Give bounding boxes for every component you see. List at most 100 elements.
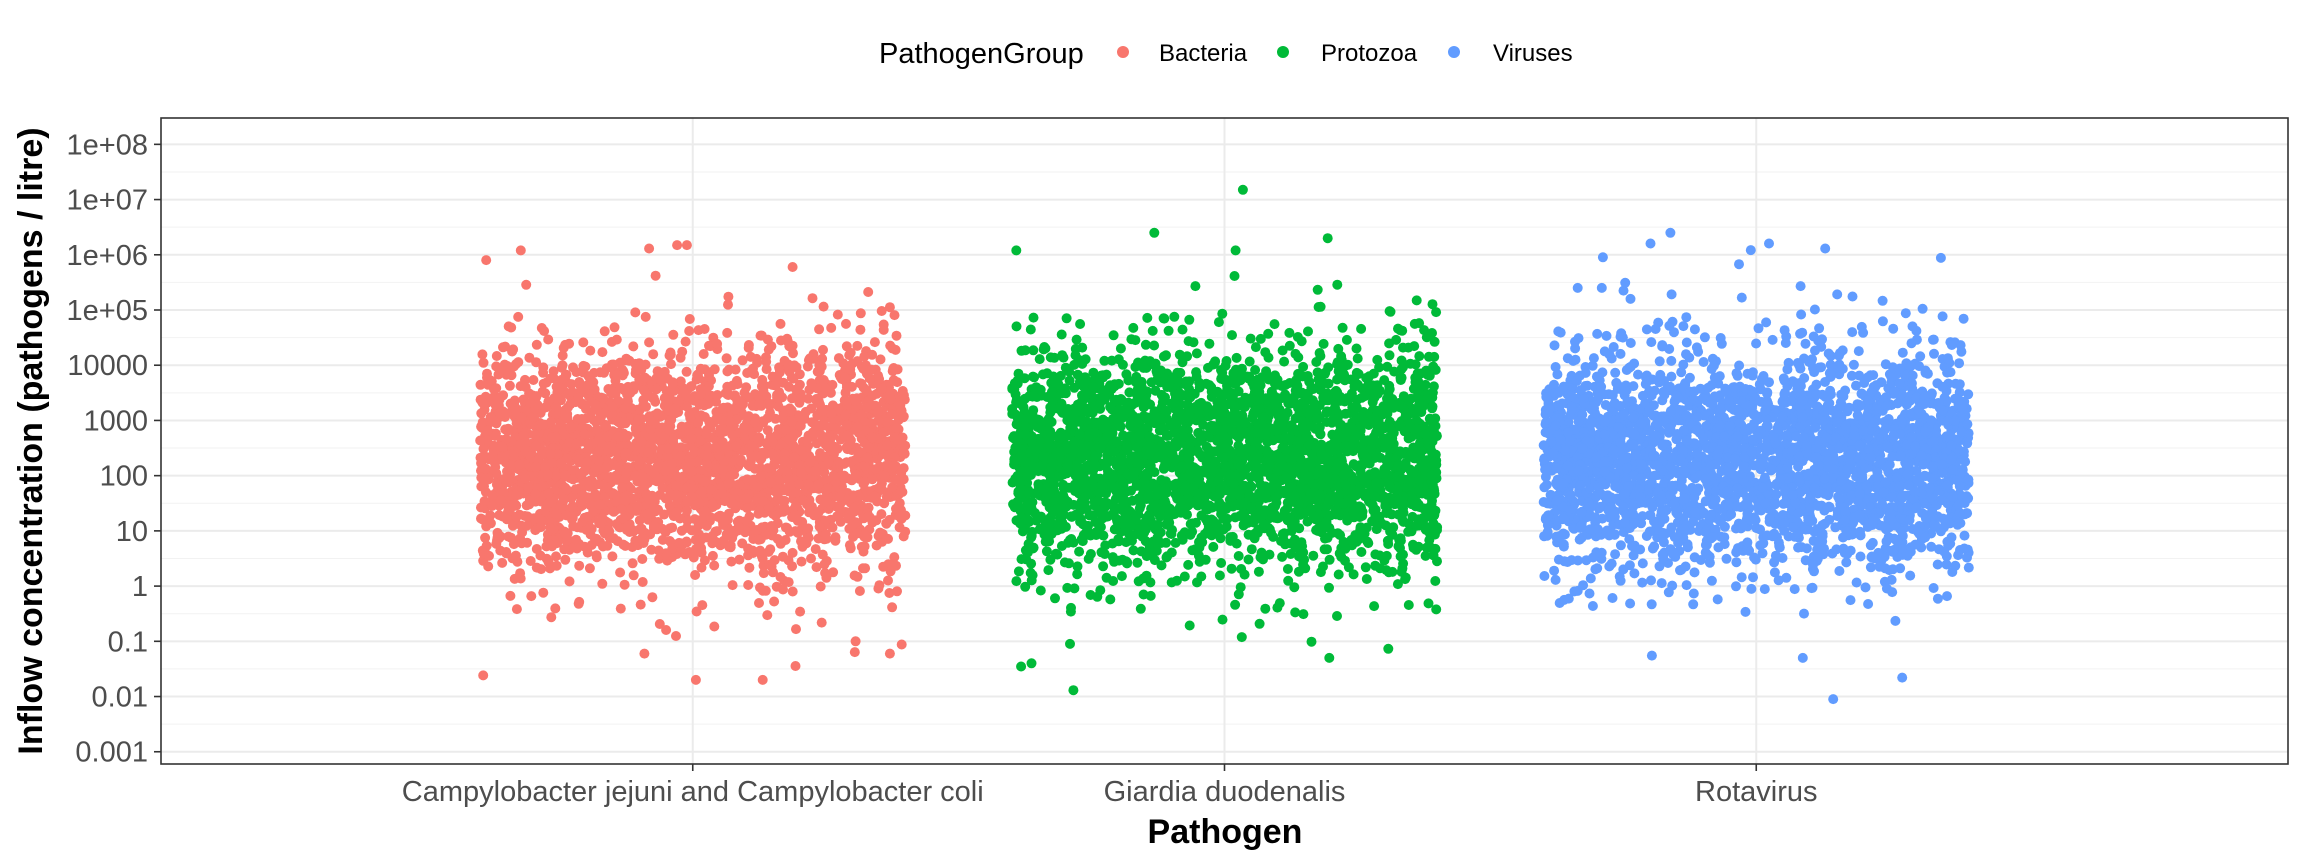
point-bacteria [757,674,768,685]
point-protozoa [1029,372,1040,383]
point-bacteria [574,377,585,387]
point-bacteria [510,550,521,561]
point-bacteria [784,341,795,352]
point-bacteria [803,523,814,534]
point-bacteria [869,491,880,502]
point-bacteria [821,432,832,442]
point-bacteria [538,587,549,598]
point-bacteria [771,487,782,498]
point-bacteria [774,387,785,398]
point-bacteria [535,550,546,561]
point-protozoa [1128,322,1139,333]
point-bacteria [874,374,885,384]
point-protozoa [1318,338,1329,349]
point-bacteria [743,543,754,554]
point-protozoa [1254,618,1265,629]
point-bacteria [826,408,837,419]
point-protozoa [1298,609,1309,620]
point-protozoa [1177,324,1188,335]
point-bacteria [686,525,697,536]
point-bacteria [875,354,886,365]
point-bacteria [556,374,567,385]
data-points [475,184,1974,705]
point-protozoa [1430,576,1441,586]
point-bacteria [590,399,600,410]
point-bacteria [842,420,852,431]
point-protozoa [1282,564,1293,574]
point-bacteria [883,575,893,586]
point-bacteria [520,473,531,484]
point-bacteria [482,425,493,436]
point-protozoa [1062,582,1073,593]
point-bacteria [588,377,599,388]
point-bacteria [767,371,778,382]
point-bacteria [898,390,909,401]
point-bacteria [810,544,821,555]
point-bacteria [884,302,895,313]
point-bacteria [727,580,738,591]
point-bacteria [888,363,899,373]
point-bacteria [702,450,713,461]
point-bacteria [772,534,783,544]
point-bacteria [593,455,604,466]
point-bacteria [887,602,898,613]
point-protozoa [1426,446,1437,457]
point-protozoa [1356,547,1367,557]
point-bacteria [594,499,605,510]
point-protozoa [1075,319,1086,329]
point-bacteria [621,468,632,479]
point-bacteria [849,570,860,581]
point-bacteria [846,456,857,467]
point-bacteria [765,477,776,488]
point-bacteria [546,612,557,623]
point-bacteria [783,381,794,392]
point-bacteria [601,363,612,374]
point-protozoa [1025,324,1036,335]
point-bacteria [723,299,733,310]
point-bacteria [586,523,597,534]
point-bacteria [578,360,589,371]
point-bacteria [543,334,554,345]
point-bacteria [840,410,851,421]
point-bacteria [878,324,889,335]
point-bacteria [625,388,636,398]
point-bacteria [622,396,633,407]
point-bacteria [681,366,692,377]
point-bacteria [754,505,765,516]
point-bacteria [648,520,659,531]
point-bacteria [881,518,892,529]
point-bacteria [684,409,695,420]
point-bacteria [575,469,586,480]
point-bacteria [557,360,568,371]
point-bacteria [839,395,850,406]
point-bacteria [760,585,771,596]
point-protozoa [1306,636,1317,647]
point-bacteria [584,481,595,492]
point-bacteria [723,390,734,400]
point-bacteria [525,397,536,408]
point-protozoa [1351,343,1362,354]
point-bacteria [594,446,605,457]
point-bacteria [881,491,892,502]
point-bacteria [806,378,817,389]
point-bacteria [581,413,591,424]
point-bacteria [827,522,838,533]
point-bacteria [608,506,619,517]
point-bacteria [630,424,641,435]
point-bacteria [604,526,615,537]
point-bacteria [643,447,654,458]
point-bacteria [686,466,697,477]
point-bacteria [766,521,777,531]
point-bacteria [597,513,608,524]
point-bacteria [862,402,872,413]
point-bacteria [815,581,826,592]
point-bacteria [775,318,786,329]
point-bacteria [559,494,570,505]
point-bacteria [544,539,555,550]
point-bacteria [503,368,514,379]
point-bacteria [613,431,624,442]
point-bacteria [516,412,527,423]
point-bacteria [479,475,490,485]
point-bacteria [796,393,807,404]
point-bacteria [574,560,585,571]
